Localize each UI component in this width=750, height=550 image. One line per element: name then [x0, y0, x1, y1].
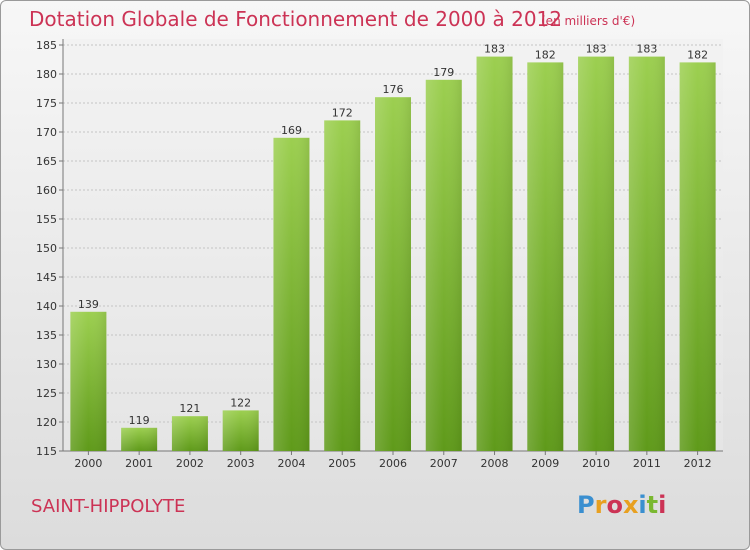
- x-tick-label: 2008: [481, 457, 509, 470]
- bar-value-label: 119: [129, 414, 150, 427]
- y-tick-label: 145: [36, 271, 57, 284]
- chart-subtitle: (en milliers d'€): [541, 14, 636, 28]
- bar-value-label: 182: [687, 48, 708, 61]
- y-tick-label: 160: [36, 184, 57, 197]
- bar-shade: [578, 56, 615, 451]
- y-tick-label: 185: [36, 39, 57, 52]
- bar-shade: [425, 79, 462, 452]
- logo-letter: i: [658, 491, 667, 519]
- commune-name: SAINT-HIPPOLYTE: [31, 496, 186, 517]
- y-tick-label: 125: [36, 387, 57, 400]
- x-tick-label: 2000: [74, 457, 102, 470]
- x-tick-label: 2006: [379, 457, 407, 470]
- bar-shade: [628, 56, 665, 451]
- bar-value-label: 183: [586, 43, 607, 56]
- bar-value-label: 183: [484, 43, 505, 56]
- y-tick-label: 120: [36, 416, 57, 429]
- x-tick-label: 2004: [277, 457, 305, 470]
- y-tick-label: 140: [36, 300, 57, 313]
- bar-shade: [324, 120, 361, 452]
- logo-letter: t: [646, 491, 659, 519]
- labels: 115 120 125 130 135 140 145 150 155 160 165 170 175 1…: [36, 39, 712, 470]
- bar-shade: [121, 427, 158, 451]
- y-tick-label: 135: [36, 329, 57, 342]
- y-tick-label: 175: [36, 97, 57, 110]
- bar-shade: [70, 311, 107, 451]
- bar-shade: [222, 410, 259, 451]
- x-tick-label: 2002: [176, 457, 204, 470]
- bar-shade: [527, 62, 564, 452]
- x-tick-label: 2010: [582, 457, 610, 470]
- x-tick-label: 2001: [125, 457, 153, 470]
- x-tick-label: 2012: [684, 457, 712, 470]
- logo-letter: P: [577, 491, 595, 519]
- y-tick-label: 170: [36, 126, 57, 139]
- bars: [70, 56, 716, 452]
- bar-shade: [273, 137, 310, 452]
- x-tick-label: 2011: [633, 457, 661, 470]
- logo-letter: i: [638, 491, 647, 519]
- bar-value-label: 179: [433, 66, 454, 79]
- chart-title: Dotation Globale de Fonctionnement de 20…: [29, 7, 562, 31]
- x-tick-label: 2003: [227, 457, 255, 470]
- bar-value-label: 169: [281, 124, 302, 137]
- bar-value-label: 172: [332, 106, 353, 119]
- y-tick-label: 180: [36, 68, 57, 81]
- bar-shade: [375, 97, 411, 451]
- y-tick-label: 150: [36, 242, 57, 255]
- bar-value-label: 182: [535, 48, 556, 61]
- x-tick-label: 2009: [531, 457, 559, 470]
- proxiti-logo: Proxiti: [577, 491, 666, 519]
- bar-value-label: 121: [179, 402, 200, 415]
- logo-letter: x: [622, 491, 639, 519]
- bar-value-label: 122: [230, 396, 251, 409]
- y-tick-label: 130: [36, 358, 57, 371]
- y-tick-label: 165: [36, 155, 57, 168]
- bar-shade: [679, 62, 716, 452]
- logo-letter: r: [594, 491, 607, 519]
- logo-letter: o: [606, 491, 623, 519]
- bar-shade: [171, 416, 208, 451]
- bar-shade: [476, 56, 513, 451]
- bar-value-label: 139: [78, 298, 99, 311]
- bar-value-label: 183: [636, 43, 657, 56]
- y-tick-label: 155: [36, 213, 57, 226]
- x-tick-label: 2007: [430, 457, 458, 470]
- y-tick-label: 115: [36, 445, 57, 458]
- x-tick-label: 2005: [328, 457, 356, 470]
- bar-value-label: 176: [383, 83, 404, 96]
